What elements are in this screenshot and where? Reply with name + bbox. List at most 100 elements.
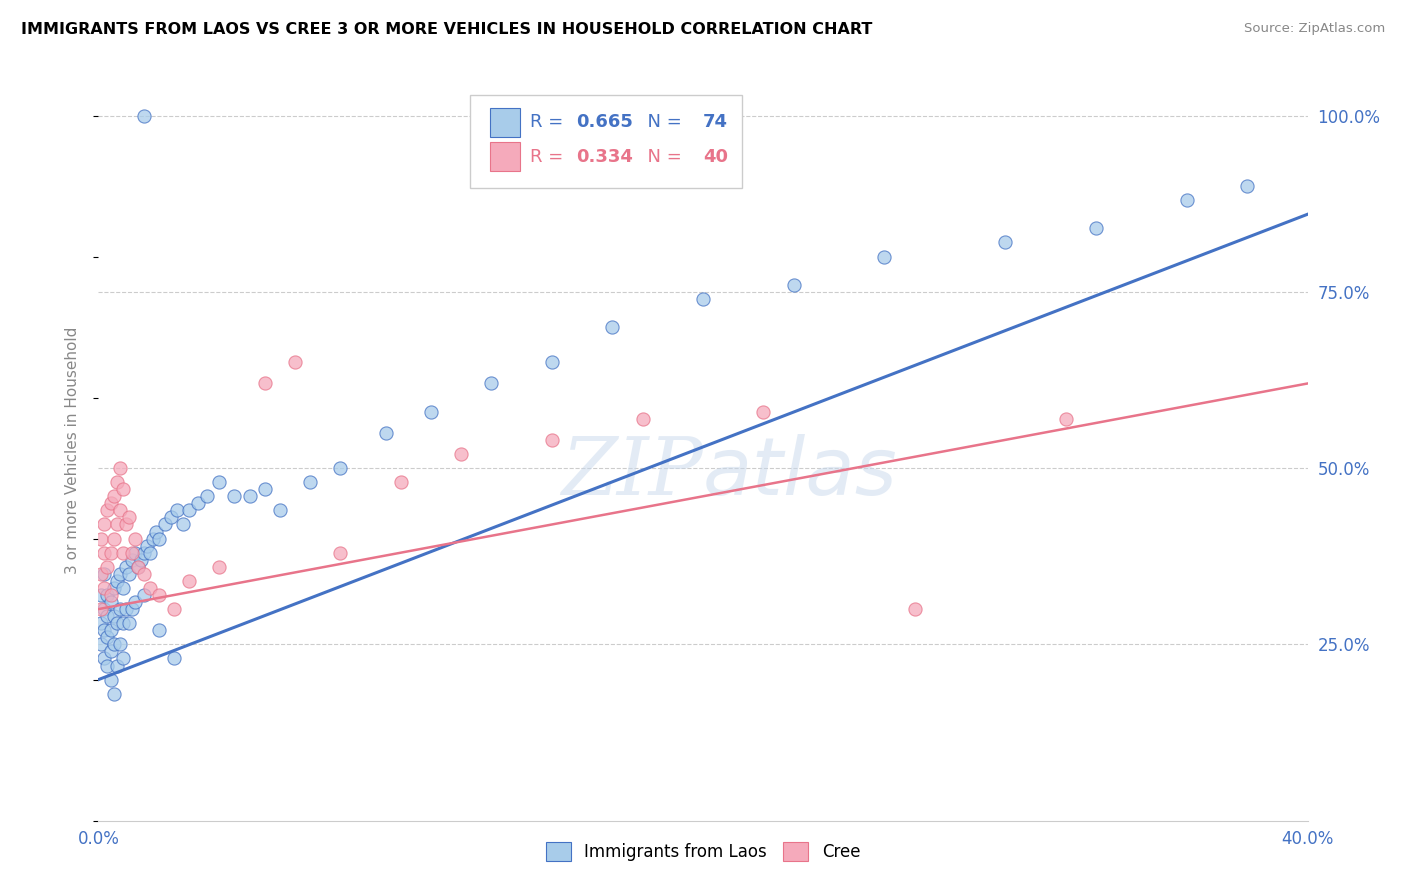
Point <box>111 546 134 560</box>
Point <box>540 355 562 369</box>
Point <box>127 559 149 574</box>
Point <box>108 637 131 651</box>
Point <box>111 482 134 496</box>
Point <box>121 546 143 560</box>
Point <box>284 355 307 369</box>
Point <box>103 637 125 651</box>
Point <box>752 405 775 419</box>
Point <box>100 546 122 560</box>
Point <box>420 405 443 419</box>
Point <box>103 489 125 503</box>
Point <box>148 588 170 602</box>
Point <box>90 566 112 581</box>
Point <box>103 609 125 624</box>
Point <box>129 553 152 567</box>
Text: Source: ZipAtlas.com: Source: ZipAtlas.com <box>1244 22 1385 36</box>
Point <box>329 546 352 560</box>
Point <box>105 475 128 490</box>
Point <box>783 277 806 292</box>
Text: 40: 40 <box>703 147 728 166</box>
Point <box>692 292 714 306</box>
Point <box>93 602 115 616</box>
Text: 0.334: 0.334 <box>576 147 633 166</box>
Point <box>90 588 112 602</box>
Point <box>100 496 122 510</box>
Point <box>105 658 128 673</box>
Point <box>253 482 276 496</box>
Point <box>93 624 115 638</box>
Point <box>118 566 141 581</box>
Point <box>118 616 141 631</box>
Point <box>904 602 927 616</box>
FancyBboxPatch shape <box>491 109 520 136</box>
Point <box>96 503 118 517</box>
Point <box>163 651 186 665</box>
Point <box>103 581 125 595</box>
Point <box>118 510 141 524</box>
FancyBboxPatch shape <box>491 143 520 170</box>
Point <box>253 376 276 391</box>
Point <box>1085 221 1108 235</box>
Point <box>93 651 115 665</box>
Y-axis label: 3 or more Vehicles in Household: 3 or more Vehicles in Household <box>65 326 80 574</box>
Text: R =: R = <box>530 113 569 131</box>
Point <box>121 553 143 567</box>
Point <box>105 574 128 588</box>
Point <box>269 503 291 517</box>
Point <box>96 559 118 574</box>
Point <box>108 602 131 616</box>
Point <box>93 517 115 532</box>
Point <box>132 566 155 581</box>
Point <box>111 581 134 595</box>
Point <box>873 250 896 264</box>
Legend: Immigrants from Laos, Cree: Immigrants from Laos, Cree <box>538 835 868 868</box>
Text: R =: R = <box>530 147 569 166</box>
Point <box>96 658 118 673</box>
Text: N =: N = <box>637 147 688 166</box>
Point <box>124 595 146 609</box>
Point <box>148 624 170 638</box>
Point <box>135 539 157 553</box>
Point <box>93 546 115 560</box>
Point <box>139 581 162 595</box>
Point <box>481 376 503 391</box>
Point <box>111 616 134 631</box>
Point <box>108 566 131 581</box>
Point <box>172 517 194 532</box>
Point <box>103 687 125 701</box>
Point <box>90 532 112 546</box>
Text: IMMIGRANTS FROM LAOS VS CREE 3 OR MORE VEHICLES IN HOUSEHOLD CORRELATION CHART: IMMIGRANTS FROM LAOS VS CREE 3 OR MORE V… <box>21 22 873 37</box>
Point <box>124 532 146 546</box>
Point <box>100 588 122 602</box>
Point <box>450 447 472 461</box>
Point <box>100 673 122 687</box>
Point <box>994 235 1017 250</box>
Point <box>127 559 149 574</box>
Point <box>195 489 218 503</box>
Point <box>114 517 136 532</box>
Point <box>299 475 322 490</box>
Point <box>145 524 167 539</box>
Point <box>96 609 118 624</box>
Point <box>602 320 624 334</box>
Point <box>93 581 115 595</box>
Point <box>179 574 201 588</box>
Point <box>239 489 262 503</box>
Point <box>148 532 170 546</box>
Point <box>90 616 112 631</box>
Point <box>105 517 128 532</box>
Point <box>93 566 115 581</box>
Point <box>114 602 136 616</box>
Point <box>114 559 136 574</box>
Point <box>132 109 155 123</box>
Point <box>96 588 118 602</box>
Point <box>105 616 128 631</box>
Text: atlas: atlas <box>703 434 898 512</box>
Point <box>540 433 562 447</box>
Point <box>142 532 165 546</box>
Point <box>153 517 176 532</box>
Point <box>90 602 112 616</box>
Point <box>1054 411 1077 425</box>
Point <box>329 461 352 475</box>
Point <box>160 510 183 524</box>
